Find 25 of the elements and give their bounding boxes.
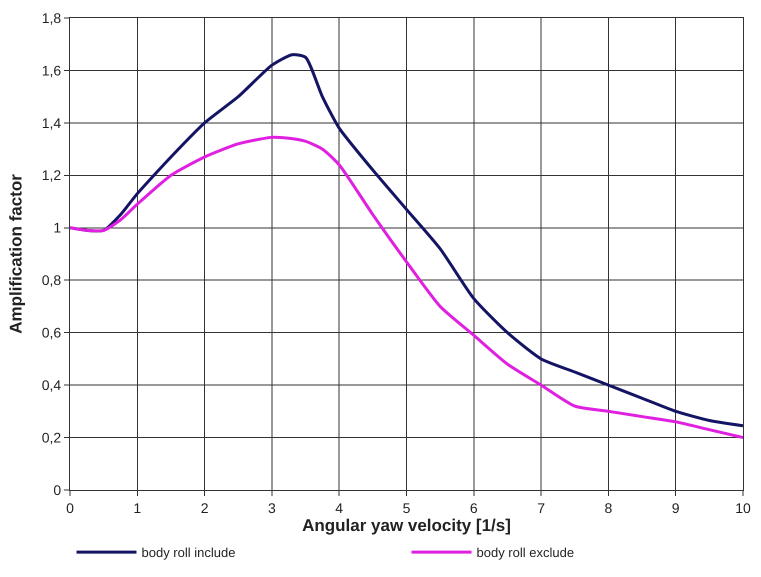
y-tick-label: 0,4 (42, 377, 62, 394)
y-axis-title: Amplification factor (6, 174, 26, 334)
legend-label: body roll exclude (476, 545, 574, 560)
x-tick-label: 5 (402, 500, 411, 516)
y-tick-label: 1 (53, 220, 62, 236)
x-tick-label: 4 (335, 500, 344, 516)
x-tick-label: 10 (735, 500, 751, 516)
y-tick-label: 0 (53, 482, 62, 498)
y-tick-label: 0,2 (42, 429, 62, 446)
x-tick-label: 0 (66, 500, 74, 516)
y-tick-label: 1,4 (42, 114, 62, 131)
y-tick-label: 0,6 (42, 324, 62, 341)
x-tick-label: 3 (268, 500, 276, 516)
x-tick-label: 6 (470, 500, 478, 516)
legend-label: body roll include (142, 545, 236, 560)
x-tick-label: 9 (672, 500, 680, 516)
x-tick-label: 2 (200, 500, 209, 516)
y-tick-label: 1,6 (42, 62, 62, 78)
y-tick-label: 0,8 (42, 272, 62, 288)
x-axis-title: Angular yaw velocity [1/s] (302, 516, 511, 536)
x-tick-label: 8 (604, 500, 612, 516)
x-tick-label: 7 (537, 500, 546, 516)
y-tick-label: 1,2 (42, 167, 62, 184)
y-tick-label: 1,8 (42, 10, 62, 26)
x-tick-label: 1 (133, 500, 142, 516)
